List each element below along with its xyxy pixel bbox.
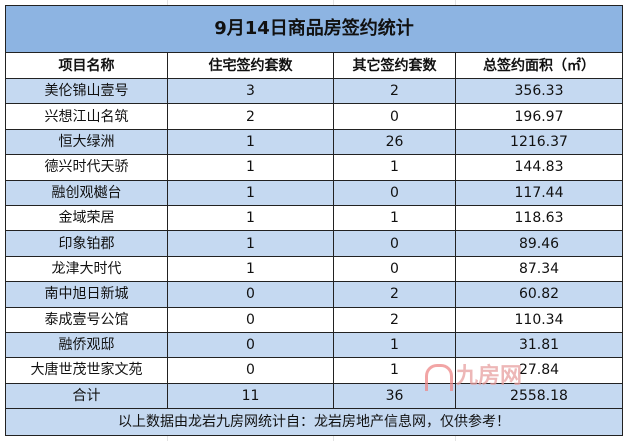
cell: 36 (333, 382, 456, 410)
table-row: 美伦锦山壹号 3 2 356.33 (5, 77, 624, 105)
cell: 0 (333, 255, 456, 283)
cell: 26 (333, 128, 456, 156)
header-project: 项目名称 (5, 52, 168, 79)
table-row: 印象铂郡 1 0 89.46 (5, 230, 624, 257)
footer-note: 以上数据由龙岩九房网统计自：龙岩房地产信息网，仅供参考！ (4, 408, 624, 437)
cell: 110.34 (454, 306, 624, 333)
cell: 合计 (5, 382, 168, 410)
cell: 1 (167, 179, 334, 206)
cell: 1 (167, 128, 334, 156)
cell: 89.46 (454, 230, 624, 257)
cell: 印象铂郡 (5, 230, 168, 257)
table-row: 兴想江山名筑 2 0 196.97 (5, 103, 624, 130)
cell: 1 (333, 357, 456, 384)
cell: 0 (333, 179, 456, 206)
cell: 融侨观邸 (5, 331, 168, 359)
cell: 0 (333, 103, 456, 130)
table-row: 龙津大时代 1 0 87.34 (5, 255, 624, 283)
cell: 60.82 (454, 281, 624, 308)
cell: 196.97 (454, 103, 624, 130)
sales-table: 9月14日商品房签约统计 项目名称 住宅签约套数 其它签约套数 总签约面积（㎡）… (4, 5, 624, 437)
cell: 27.84 (454, 357, 624, 384)
cell: 11 (167, 382, 334, 410)
table-row: 恒大绿洲 1 26 1216.37 (5, 128, 624, 156)
cell: 356.33 (454, 77, 624, 105)
cell: 金域荣居 (5, 204, 168, 232)
cell: 2558.18 (454, 382, 624, 410)
cell: 南中旭日新城 (5, 281, 168, 308)
cell: 1 (167, 154, 334, 181)
cell: 0 (167, 281, 334, 308)
cell: 1 (167, 230, 334, 257)
cell: 117.44 (454, 179, 624, 206)
cell: 1216.37 (454, 128, 624, 156)
cell: 龙津大时代 (5, 255, 168, 283)
table-row: 德兴时代天骄 1 1 144.83 (5, 154, 624, 181)
table-row: 融侨观邸 0 1 31.81 (5, 331, 624, 359)
cell: 31.81 (454, 331, 624, 359)
cell: 118.63 (454, 204, 624, 232)
cell: 2 (167, 103, 334, 130)
cell: 恒大绿洲 (5, 128, 168, 156)
cell: 兴想江山名筑 (5, 103, 168, 130)
table-row: 泰成壹号公馆 0 2 110.34 (5, 306, 624, 333)
cell: 2 (333, 281, 456, 308)
cell: 1 (333, 204, 456, 232)
cell: 大唐世茂世家文苑 (5, 357, 168, 384)
cell: 0 (167, 357, 334, 384)
cell: 1 (333, 331, 456, 359)
header-other: 其它签约套数 (333, 52, 456, 79)
cell: 2 (333, 77, 456, 105)
table-row: 大唐世茂世家文苑 0 1 27.84 (5, 357, 624, 384)
cell: 德兴时代天骄 (5, 154, 168, 181)
cell: 泰成壹号公馆 (5, 306, 168, 333)
table-row: 金域荣居 1 1 118.63 (5, 204, 624, 232)
table-title: 9月14日商品房签约统计 (4, 5, 624, 53)
header-area: 总签约面积（㎡） (454, 52, 624, 79)
cell: 87.34 (454, 255, 624, 283)
cell: 融创观樾台 (5, 179, 168, 206)
cell: 1 (167, 204, 334, 232)
cell: 美伦锦山壹号 (5, 77, 168, 105)
cell: 1 (333, 154, 456, 181)
cell: 0 (333, 230, 456, 257)
table-row: 南中旭日新城 0 2 60.82 (5, 281, 624, 308)
table-row: 融创观樾台 1 0 117.44 (5, 179, 624, 206)
cell: 3 (167, 77, 334, 105)
cell: 144.83 (454, 154, 624, 181)
cell: 0 (167, 306, 334, 333)
cell: 1 (167, 255, 334, 283)
total-row: 合计 11 36 2558.18 (5, 382, 624, 410)
header-residential: 住宅签约套数 (167, 52, 334, 79)
cell: 0 (167, 331, 334, 359)
cell: 2 (333, 306, 456, 333)
